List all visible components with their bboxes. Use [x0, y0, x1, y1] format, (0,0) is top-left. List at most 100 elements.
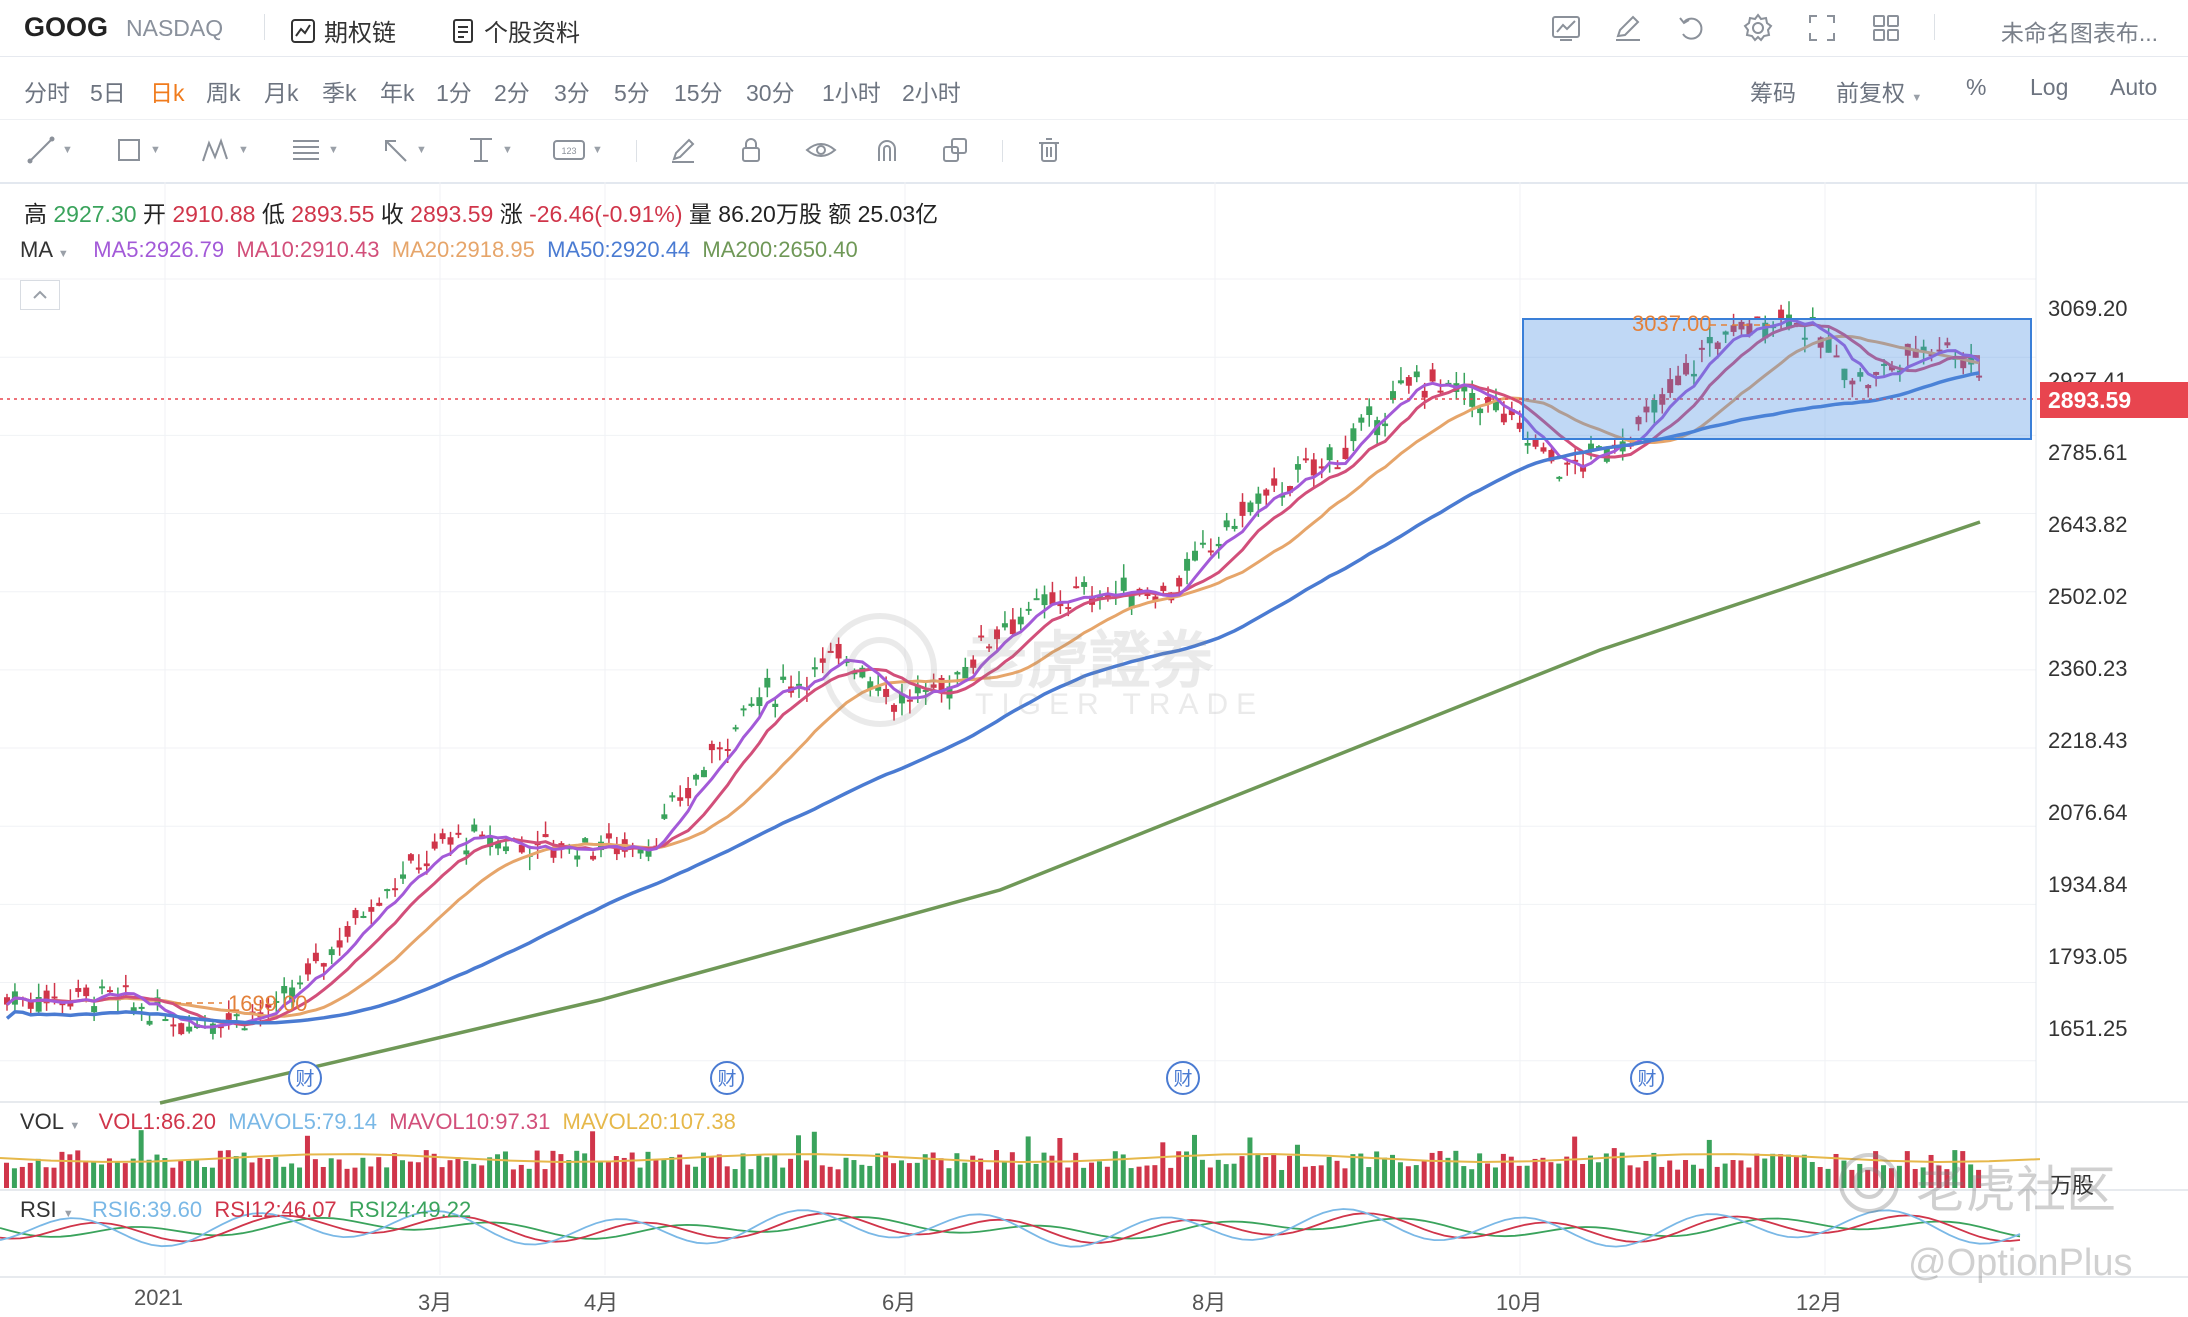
- lock-tool[interactable]: [736, 134, 766, 166]
- earnings-marker[interactable]: 财: [1630, 1061, 1664, 1095]
- period-5min[interactable]: 5分: [614, 80, 650, 106]
- magnet-tool[interactable]: [872, 134, 902, 166]
- fibonacci-tool[interactable]: ▼: [290, 134, 339, 166]
- chart-layout-name[interactable]: 未命名图表布...: [2000, 20, 2158, 46]
- volume-bar: [471, 1163, 477, 1188]
- stock-profile-link[interactable]: 个股资料: [450, 13, 580, 48]
- period-30min[interactable]: 30分: [746, 80, 795, 106]
- volume-bar: [1437, 1151, 1443, 1188]
- period-5day[interactable]: 5日: [90, 80, 126, 106]
- period-yearly[interactable]: 年k: [380, 80, 415, 106]
- period-3min[interactable]: 3分: [554, 80, 590, 106]
- candle-body: [1500, 413, 1507, 423]
- candle-body: [1952, 356, 1959, 360]
- volume-bar: [265, 1159, 271, 1188]
- period-2min[interactable]: 2分: [494, 80, 530, 106]
- log-toggle[interactable]: Log: [2030, 74, 2069, 100]
- candle-body: [19, 997, 26, 1000]
- volume-bar: [1287, 1155, 1293, 1188]
- volume-bar: [526, 1168, 532, 1188]
- earnings-marker[interactable]: 财: [288, 1061, 322, 1095]
- ma-indicator-dropdown[interactable]: MA ▼: [20, 237, 69, 262]
- volume-bar: [1540, 1157, 1546, 1188]
- volume-bar: [43, 1167, 49, 1188]
- volume-bar: [1104, 1166, 1110, 1188]
- period-1min[interactable]: 1分: [436, 80, 472, 106]
- layout-grid-icon[interactable]: [1868, 10, 1904, 46]
- candle-body: [566, 845, 573, 850]
- open-label: 开: [142, 201, 166, 227]
- visibility-tool[interactable]: [804, 134, 838, 166]
- period-monthly[interactable]: 月k: [264, 80, 299, 106]
- candle-body: [629, 845, 636, 848]
- candle-body: [368, 907, 375, 912]
- rsi-indicator-dropdown[interactable]: RSI ▼: [20, 1197, 74, 1222]
- candle-body: [1081, 582, 1088, 587]
- edit-icon[interactable]: [1610, 10, 1646, 46]
- gear-icon[interactable]: [1740, 10, 1776, 46]
- candle-body: [1675, 375, 1682, 386]
- clone-tool[interactable]: [940, 134, 970, 166]
- period-intraday[interactable]: 分时: [24, 80, 70, 106]
- delete-tool[interactable]: [1034, 134, 1064, 166]
- volume-bar: [891, 1163, 897, 1188]
- pattern-tool[interactable]: ▼: [200, 134, 249, 166]
- line-tool[interactable]: ▼: [26, 134, 73, 166]
- volume-bar: [1706, 1139, 1712, 1188]
- indicator-icon[interactable]: [1548, 10, 1584, 46]
- volume-bar: [1049, 1155, 1055, 1188]
- options-chain-link[interactable]: 期权链: [290, 13, 396, 48]
- volume-bar: [835, 1169, 841, 1188]
- period-quarterly[interactable]: 季k: [322, 80, 357, 106]
- candle-body: [241, 1028, 248, 1031]
- label-tool[interactable]: 123 ▼: [552, 134, 603, 166]
- candle-body: [1683, 362, 1690, 375]
- volume-bar: [1904, 1151, 1910, 1188]
- volume-bar: [1168, 1167, 1174, 1188]
- period-15min[interactable]: 15分: [674, 80, 723, 106]
- candle-body: [1516, 422, 1523, 429]
- volume-bar: [875, 1153, 881, 1188]
- volume-bar: [930, 1152, 936, 1188]
- earnings-marker[interactable]: 财: [710, 1061, 744, 1095]
- candle-body: [392, 888, 399, 891]
- period-weekly[interactable]: 周k: [206, 80, 241, 106]
- brush-tool[interactable]: [668, 134, 698, 166]
- candle-body: [510, 838, 517, 842]
- chips-button[interactable]: 筹码: [1750, 80, 1796, 106]
- candle-body: [748, 703, 755, 706]
- volume-bar: [130, 1158, 136, 1188]
- volume-bar: [51, 1167, 57, 1188]
- x-tick: 10月: [1496, 1290, 1543, 1315]
- candle-body: [1968, 357, 1975, 365]
- candle-body: [1358, 417, 1365, 423]
- candle-body: [716, 747, 723, 750]
- candle-body: [1477, 408, 1484, 414]
- measure-tool[interactable]: ▼: [466, 134, 513, 166]
- candle-body: [178, 1023, 185, 1035]
- volume-bar: [685, 1164, 691, 1188]
- candle-body: [1207, 550, 1214, 553]
- period-1hour[interactable]: 1小时: [822, 80, 881, 106]
- percent-toggle[interactable]: %: [1966, 74, 1987, 100]
- candle-body: [1635, 416, 1642, 425]
- arrow-tool[interactable]: ▼: [380, 134, 427, 166]
- candle-body: [1390, 391, 1396, 400]
- earnings-marker[interactable]: 财: [1166, 1061, 1200, 1095]
- period-2hour[interactable]: 2小时: [902, 80, 961, 106]
- collapse-legend-button[interactable]: [20, 280, 60, 310]
- volume-bar: [225, 1150, 231, 1188]
- volume-bar: [312, 1159, 318, 1188]
- volume-bar: [106, 1158, 112, 1188]
- vol-indicator-dropdown[interactable]: VOL ▼: [20, 1109, 80, 1134]
- candle-body: [360, 915, 367, 918]
- fullscreen-icon[interactable]: [1804, 10, 1840, 46]
- period-daily[interactable]: 日k: [150, 80, 185, 106]
- shape-tool[interactable]: ▼: [114, 134, 161, 166]
- reset-icon[interactable]: [1674, 10, 1710, 46]
- adjust-dropdown[interactable]: 前复权 ▼: [1836, 74, 1922, 108]
- candle-body: [27, 1000, 34, 1009]
- volume-bar: [392, 1153, 398, 1188]
- volume-bar: [788, 1158, 794, 1188]
- auto-toggle[interactable]: Auto: [2110, 74, 2158, 100]
